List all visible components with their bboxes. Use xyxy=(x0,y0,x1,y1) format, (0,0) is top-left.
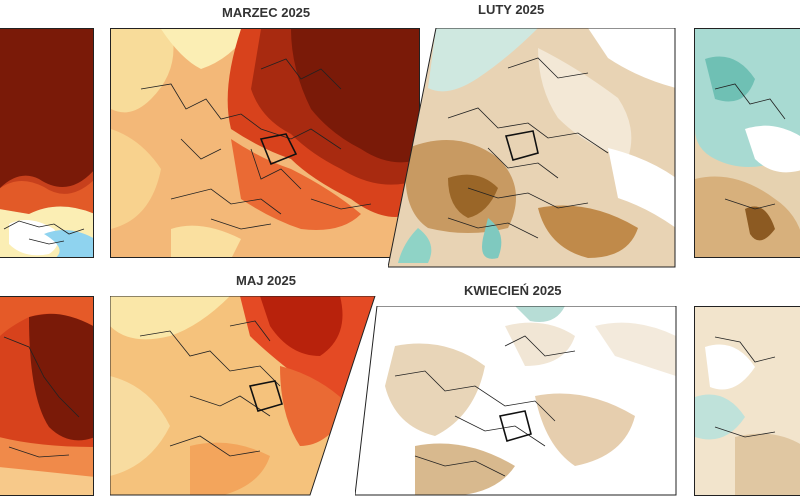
title-april: KWIECIEŃ 2025 xyxy=(464,283,562,298)
map-panel-march xyxy=(110,28,420,258)
may-anomaly-map xyxy=(110,296,376,496)
map-panel-bottom-right-partial xyxy=(694,306,800,496)
february-anomaly-map xyxy=(388,28,676,268)
title-february: LUTY 2025 xyxy=(478,2,545,17)
april-anomaly-map xyxy=(355,306,677,496)
march-anomaly-map xyxy=(111,29,419,257)
title-may: MAJ 2025 xyxy=(236,273,296,288)
map-panel-may xyxy=(110,296,376,496)
map-panel-top-right-partial xyxy=(694,28,800,258)
title-march: MARZEC 2025 xyxy=(222,5,311,20)
map-panel-bottom-left-partial xyxy=(0,296,94,496)
warm-anomaly-map xyxy=(0,29,93,257)
map-panel-april xyxy=(355,306,677,496)
precip-anomaly-map-bottom-partial xyxy=(695,307,800,495)
warm-anomaly-map-bottom xyxy=(0,297,93,495)
map-panel-top-left-partial xyxy=(0,28,94,258)
precip-anomaly-map-partial xyxy=(695,29,800,257)
map-panel-february xyxy=(388,28,676,268)
